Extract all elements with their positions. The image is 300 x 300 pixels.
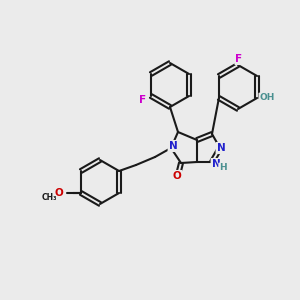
Text: N: N: [169, 141, 177, 151]
Text: OH: OH: [260, 94, 275, 103]
Text: N: N: [212, 159, 220, 169]
Text: O: O: [55, 188, 63, 198]
Text: N: N: [217, 143, 225, 153]
Text: F: F: [140, 95, 146, 105]
Text: F: F: [236, 54, 243, 64]
Text: H: H: [219, 164, 227, 172]
Text: O: O: [172, 171, 182, 181]
Text: CH₃: CH₃: [41, 193, 57, 202]
